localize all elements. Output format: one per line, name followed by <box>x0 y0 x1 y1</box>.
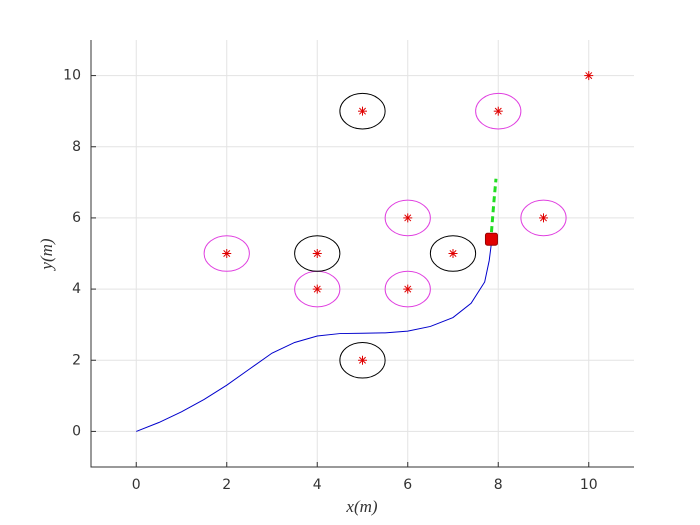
obstacle-center <box>358 355 367 365</box>
star-stroke <box>223 249 231 258</box>
star-stroke <box>404 285 412 293</box>
obstacle <box>294 235 341 272</box>
y-tick-label: 8 <box>72 139 81 155</box>
obstacle-center <box>493 106 503 116</box>
star-stroke <box>585 72 593 80</box>
star-stroke <box>358 356 367 364</box>
obstacle-center <box>403 284 413 294</box>
x-tick-label: 10 <box>580 477 598 493</box>
star-stroke <box>313 249 321 258</box>
x-tick-label: 2 <box>222 477 231 493</box>
star-stroke <box>358 107 367 115</box>
y-tick-label: 6 <box>72 210 81 226</box>
obstacle <box>520 199 567 237</box>
obstacle-center <box>222 249 232 258</box>
star-stroke <box>404 214 412 222</box>
obstacle <box>384 270 431 308</box>
axis-line <box>90 40 634 468</box>
x-tick-label: 6 <box>403 477 412 493</box>
obstacle <box>339 341 386 379</box>
star-stroke <box>539 214 548 222</box>
x-axis-label: x(m) <box>345 497 377 516</box>
predicted-trajectory <box>489 178 498 233</box>
path-line <box>136 242 492 432</box>
goal <box>584 71 594 81</box>
x-tick-label: 0 <box>132 477 141 493</box>
obstacle-center <box>312 249 322 258</box>
obstacle <box>203 235 250 272</box>
obstacle <box>429 235 477 272</box>
x-tick-label: 8 <box>494 477 503 493</box>
x-tick-label: 4 <box>313 477 322 493</box>
obstacle-center <box>403 213 413 223</box>
y-tick-label: 2 <box>72 352 81 368</box>
y-tick-label: 10 <box>63 68 81 84</box>
obstacle <box>339 92 386 130</box>
obstacle-center <box>312 284 322 294</box>
obstacle-center <box>539 213 548 223</box>
y-axis-label: y(m) <box>37 238 56 271</box>
obstacle <box>384 199 431 237</box>
robot <box>484 232 498 246</box>
y-tick-label: 0 <box>72 423 81 439</box>
star-stroke <box>313 285 321 293</box>
obstacle-center <box>358 106 367 116</box>
star-stroke <box>494 107 502 115</box>
y-tick-label: 4 <box>72 281 81 297</box>
star-stroke <box>449 249 457 258</box>
obstacle <box>475 92 522 130</box>
obstacle-center <box>448 249 458 258</box>
